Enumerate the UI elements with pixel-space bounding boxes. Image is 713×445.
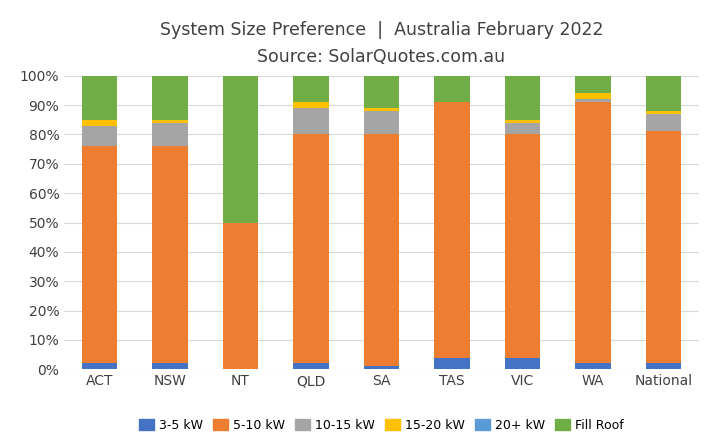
Bar	[293, 364, 329, 369]
Bar	[646, 131, 681, 364]
Bar	[646, 114, 681, 131]
Bar	[82, 146, 117, 364]
Bar	[364, 108, 399, 111]
Bar	[575, 102, 610, 364]
Bar	[434, 76, 470, 102]
Title: System Size Preference  |  Australia February 2022
Source: SolarQuotes.com.au: System Size Preference | Australia Febru…	[160, 21, 603, 66]
Bar	[364, 134, 399, 366]
Bar	[153, 123, 188, 146]
Bar	[82, 364, 117, 369]
Bar	[153, 76, 188, 120]
Bar	[293, 76, 329, 102]
Legend: 3-5 kW, 5-10 kW, 10-15 kW, 15-20 kW, 20+ kW, Fill Roof: 3-5 kW, 5-10 kW, 10-15 kW, 15-20 kW, 20+…	[134, 414, 629, 437]
Bar	[575, 93, 610, 99]
Bar	[82, 125, 117, 146]
Bar	[575, 364, 610, 369]
Bar	[293, 102, 329, 108]
Bar	[222, 76, 258, 222]
Bar	[575, 99, 610, 102]
Bar	[505, 120, 540, 123]
Bar	[293, 134, 329, 364]
Bar	[153, 146, 188, 364]
Bar	[505, 358, 540, 369]
Bar	[82, 76, 117, 120]
Bar	[293, 108, 329, 134]
Bar	[434, 102, 470, 358]
Bar	[153, 364, 188, 369]
Bar	[646, 111, 681, 114]
Bar	[505, 134, 540, 358]
Bar	[646, 76, 681, 111]
Bar	[364, 366, 399, 369]
Bar	[646, 364, 681, 369]
Bar	[505, 76, 540, 120]
Bar	[222, 222, 258, 369]
Bar	[364, 76, 399, 108]
Bar	[364, 111, 399, 134]
Bar	[575, 76, 610, 93]
Bar	[153, 120, 188, 123]
Bar	[505, 123, 540, 134]
Bar	[434, 358, 470, 369]
Bar	[82, 120, 117, 125]
